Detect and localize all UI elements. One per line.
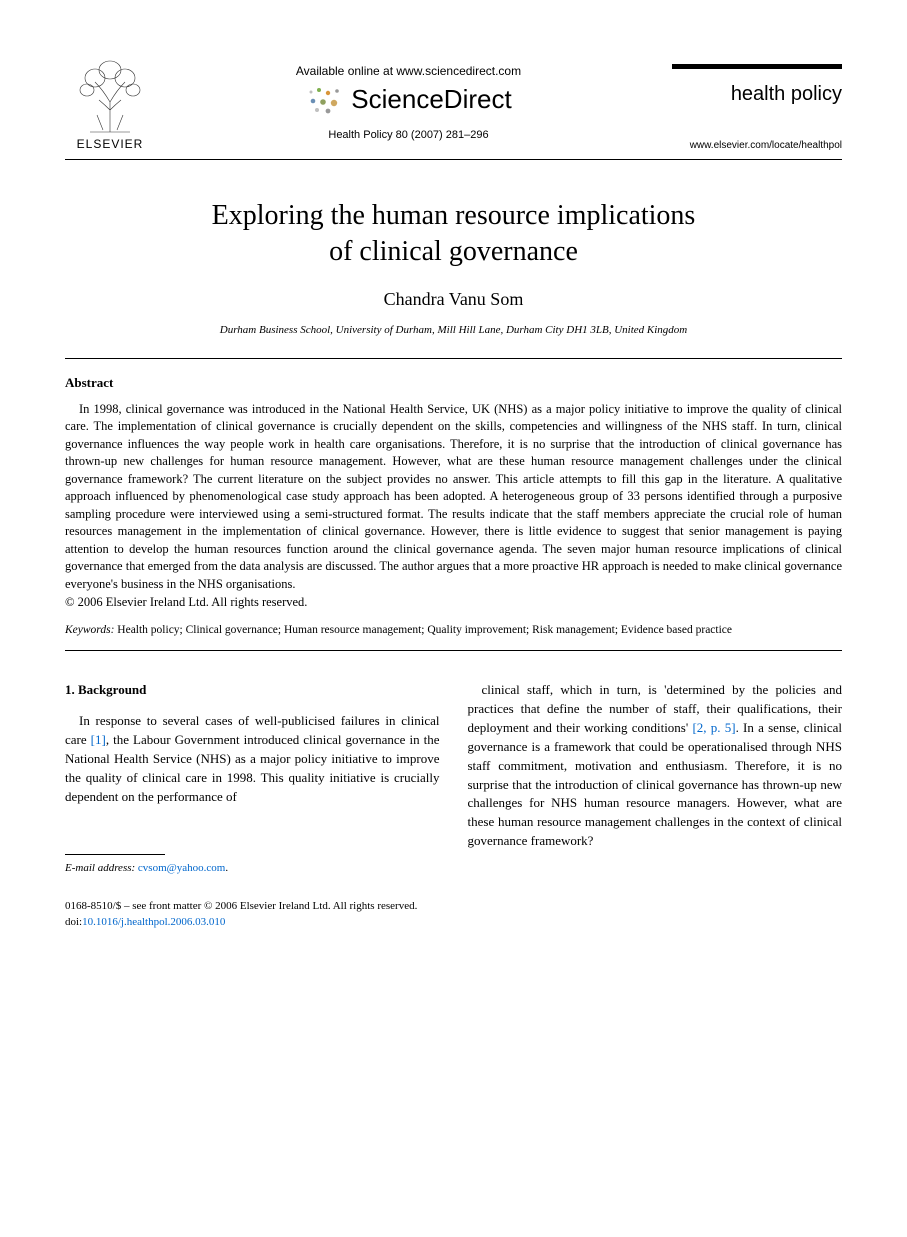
keywords-line: Keywords: Health policy; Clinical govern…	[65, 624, 842, 636]
journal-url[interactable]: www.elsevier.com/locate/healthpol	[690, 140, 842, 151]
page-footer: 0168-8510/$ – see front matter © 2006 El…	[65, 899, 842, 930]
journal-name: health policy	[731, 83, 842, 106]
article-title: Exploring the human resource implication…	[65, 198, 842, 271]
keywords-label: Keywords:	[65, 624, 114, 636]
doi-label: doi:	[65, 916, 82, 928]
section-1-heading: 1. Background	[65, 681, 440, 700]
author-name: Chandra Vanu Som	[65, 289, 842, 310]
rule-above-abstract	[65, 358, 842, 359]
author-affiliation: Durham Business School, University of Du…	[65, 324, 842, 336]
column-left: 1. Background In response to several cas…	[65, 681, 440, 877]
footer-doi-line: doi:10.1016/j.healthpol.2006.03.010	[65, 915, 842, 930]
paragraph-1-left: In response to several cases of well-pub…	[65, 712, 440, 806]
column-right: clinical staff, which in turn, is 'deter…	[468, 681, 843, 877]
paragraph-1-right: clinical staff, which in turn, is 'deter…	[468, 681, 843, 851]
abstract-copyright: © 2006 Elsevier Ireland Ltd. All rights …	[65, 595, 842, 610]
email-label: E-mail address:	[65, 862, 135, 874]
title-line-1: Exploring the human resource implication…	[212, 200, 696, 231]
p2b: . In a sense, clinical governance is a f…	[468, 720, 843, 848]
title-line-2: of clinical governance	[329, 236, 578, 267]
publisher-label: ELSEVIER	[77, 137, 144, 151]
rule-below-keywords	[65, 650, 842, 651]
citation: Health Policy 80 (2007) 281–296	[328, 129, 488, 141]
abstract-heading: Abstract	[65, 375, 842, 391]
ref-link-2[interactable]: [2, p. 5]	[692, 720, 735, 735]
header-rule	[65, 159, 842, 160]
footnote-rule	[65, 854, 165, 855]
email-link[interactable]: cvsom@yahoo.com	[138, 862, 225, 874]
available-online-text: Available online at www.sciencedirect.co…	[296, 64, 521, 78]
body-columns: 1. Background In response to several cas…	[65, 681, 842, 877]
abstract-body: In 1998, clinical governance was introdu…	[65, 401, 842, 594]
p1b: , the Labour Government introduced clini…	[65, 732, 440, 804]
elsevier-tree-icon	[75, 60, 145, 135]
center-header: Available online at www.sciencedirect.co…	[155, 60, 662, 141]
footer-copyright: 0168-8510/$ – see front matter © 2006 El…	[65, 899, 842, 914]
doi-link[interactable]: 10.1016/j.healthpol.2006.03.010	[82, 916, 225, 928]
footnote: E-mail address: cvsom@yahoo.com.	[65, 861, 440, 877]
sciencedirect-text: ScienceDirect	[351, 84, 511, 115]
sciencedirect-logo: ScienceDirect	[305, 84, 511, 115]
journal-bar	[672, 64, 842, 69]
keywords-items: Health policy; Clinical governance; Huma…	[117, 624, 732, 636]
sciencedirect-dots-icon	[305, 86, 345, 114]
publisher-block: ELSEVIER	[65, 60, 155, 151]
header-row: ELSEVIER Available online at www.science…	[65, 60, 842, 151]
journal-block: health policy www.elsevier.com/locate/he…	[662, 60, 842, 151]
ref-link-1[interactable]: [1]	[91, 732, 106, 747]
